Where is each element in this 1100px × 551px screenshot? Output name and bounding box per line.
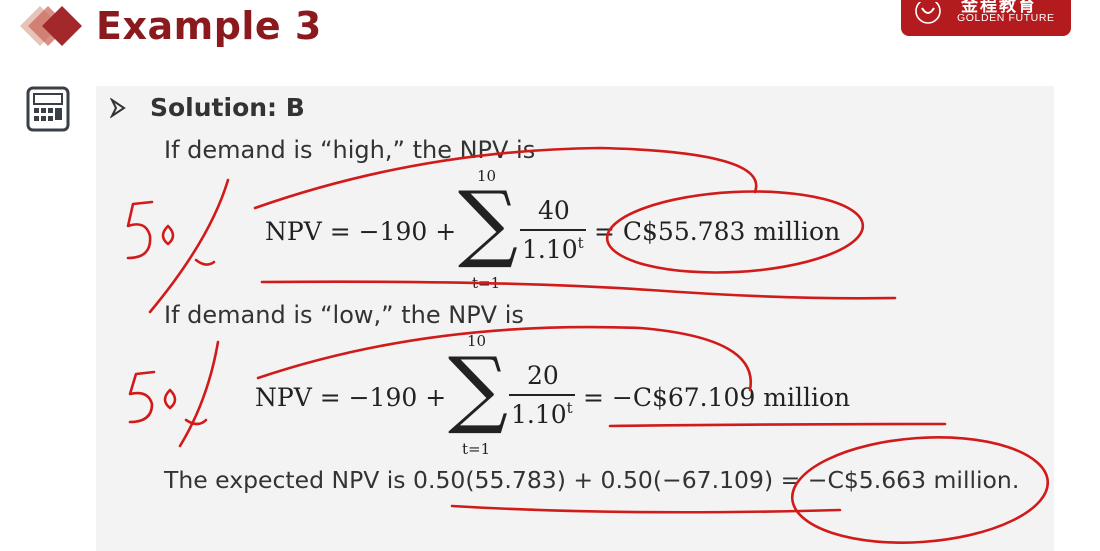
brand-name-cn: 金程教育 bbox=[961, 0, 1037, 16]
low-fraction-bar bbox=[509, 394, 575, 396]
expected-npv-line: The expected NPV is 0.50(55.783) + 0.50(… bbox=[164, 466, 1020, 494]
brand-name-en: GOLDEN FUTURE bbox=[957, 12, 1055, 24]
low-denominator: 1.10t bbox=[511, 399, 573, 429]
high-numerator: 40 bbox=[538, 196, 570, 225]
high-sum-sigma: ∑ bbox=[458, 173, 518, 271]
slide-title: Example 3 bbox=[96, 4, 322, 48]
low-npv-result: = −C$67.109 million bbox=[583, 383, 851, 412]
low-sum-sigma: ∑ bbox=[448, 339, 508, 437]
low-npv-lhs: NPV = −190 + bbox=[255, 383, 447, 412]
arrow-bullet-icon bbox=[110, 98, 126, 118]
high-denominator: 1.10t bbox=[522, 234, 584, 264]
diamond-logo-icon bbox=[20, 6, 82, 46]
calculator-icon bbox=[26, 86, 70, 132]
high-sum-bottom: t=1 bbox=[472, 274, 501, 292]
low-sum-bottom: t=1 bbox=[462, 440, 491, 458]
low-demand-intro: If demand is “low,” the NPV is bbox=[164, 301, 524, 329]
diamond-front bbox=[42, 6, 82, 46]
high-npv-lhs: NPV = −190 + bbox=[265, 217, 457, 246]
high-npv-result: = C$55.783 million bbox=[594, 217, 841, 246]
brand-badge: 金程教育 GOLDEN FUTURE bbox=[901, 0, 1071, 36]
brand-seal-icon bbox=[915, 2, 941, 24]
solution-heading: Solution: B bbox=[150, 93, 305, 122]
low-numerator: 20 bbox=[527, 361, 559, 390]
high-demand-intro: If demand is “high,” the NPV is bbox=[164, 136, 536, 164]
high-fraction-bar bbox=[520, 229, 586, 231]
